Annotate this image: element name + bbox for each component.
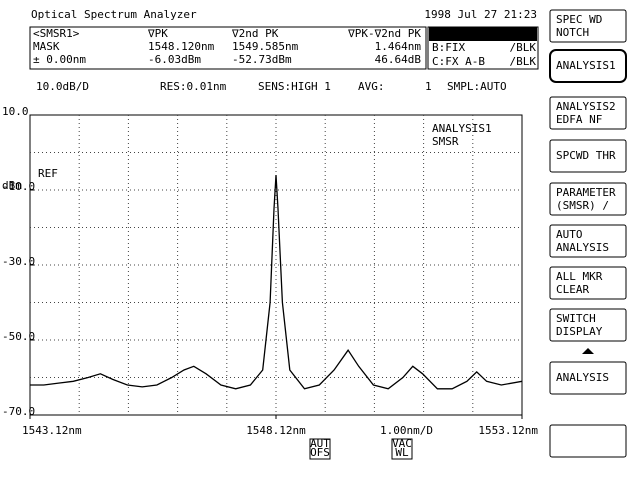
softkey-label: ANALYSIS — [556, 241, 609, 254]
scroll-arrow — [582, 348, 594, 354]
softkey[interactable] — [549, 424, 627, 458]
y-tick-label: -30.0 — [2, 255, 35, 268]
softkey-label: ANALYSIS1 — [556, 59, 616, 72]
trace-label: A:FIX — [432, 27, 465, 40]
softkey-label: PARAMETER — [556, 186, 616, 199]
trace-highlight — [429, 27, 537, 41]
softkey[interactable] — [549, 182, 627, 216]
marker-table-cell: -6.03dBm — [148, 53, 201, 66]
softkey-label: NOTCH — [556, 26, 589, 39]
softkey[interactable] — [549, 96, 627, 130]
softkey-label: DISPLAY — [556, 325, 603, 338]
softkey[interactable] — [549, 9, 627, 43]
softkey-label: ANALYSIS — [556, 371, 609, 384]
marker-table-cell: ± 0.00nm — [33, 53, 86, 66]
softkey-label: SPCWD THR — [556, 149, 616, 162]
y-tick-label: -10.0 — [2, 180, 35, 193]
marker-table-cell: ∇PK-∇2nd PK — [347, 27, 421, 40]
y-tick-label: -50.0 — [2, 330, 35, 343]
softkey-label: CLEAR — [556, 283, 589, 296]
softkey-label: SWITCH — [556, 312, 596, 325]
softkey[interactable] — [549, 224, 627, 258]
y-tick-label: 10.0 — [2, 105, 29, 118]
status-text: SENS:HIGH 1 — [258, 80, 331, 93]
marker-table-cell: ∇PK — [147, 27, 168, 40]
y-tick-label: -70.0 — [2, 405, 35, 418]
unit-label: dBm — [2, 179, 22, 192]
marker-table-cell: -52.73dBm — [232, 53, 292, 66]
status-text: AVG: — [358, 80, 385, 93]
softkey-label: SPEC WD — [556, 13, 602, 26]
status-text: 1 — [425, 80, 432, 93]
softkey[interactable] — [549, 49, 627, 83]
status-text: SMPL:AUTO — [447, 80, 507, 93]
trace-mode: /DSP — [510, 27, 537, 40]
indicator-text: WL — [395, 446, 409, 459]
x-tick-label: 1553.12nm — [478, 424, 538, 437]
softkey-label: (SMSR) / — [556, 199, 609, 212]
status-text: 10.0dB/D — [36, 80, 89, 93]
spectrum-trace — [30, 175, 523, 390]
plot-annotation: ANALYSIS1 — [432, 122, 492, 135]
trace-mode: /BLK — [510, 41, 537, 54]
marker-table-frame — [29, 26, 427, 70]
indicator-box — [309, 438, 331, 460]
softkey-label: ANALYSIS2 — [556, 100, 616, 113]
trace-label: B:FIX — [432, 41, 465, 54]
softkey-label: EDFA NF — [556, 113, 602, 126]
indicator-text: AUT — [310, 437, 330, 450]
status-text: RES:0.01nm — [160, 80, 227, 93]
softkey[interactable] — [549, 361, 627, 395]
marker-table-cell: 46.64dB — [375, 53, 422, 66]
softkey[interactable] — [549, 139, 627, 173]
marker-table-cell: 1548.120nm — [148, 40, 215, 53]
screen-title: Optical Spectrum Analyzer — [31, 8, 197, 21]
marker-table-cell: 1.464nm — [375, 40, 422, 53]
trace-mode: /BLK — [510, 55, 537, 68]
x-tick-label: 1543.12nm — [22, 424, 82, 437]
marker-table-cell: MASK — [33, 40, 60, 53]
span-label: 1.00nm/D — [380, 424, 433, 437]
indicator-text: OFS — [310, 446, 330, 459]
indicator-box — [391, 438, 413, 460]
plot-annotation: SMSR — [432, 135, 459, 148]
softkey-label: ALL MKR — [556, 270, 603, 283]
softkey-label: AUTO — [556, 228, 583, 241]
softkey[interactable] — [549, 266, 627, 300]
x-tick-label: 1548.12nm — [246, 424, 306, 437]
softkey[interactable] — [549, 308, 627, 342]
trace-label: C:FX A-B — [432, 55, 485, 68]
marker-table-cell: 1549.585nm — [232, 40, 299, 53]
indicator-text: VAC — [392, 437, 412, 450]
marker-table-cell: ∇2nd PK — [231, 27, 279, 40]
ref-label: REF — [38, 167, 58, 180]
marker-table-cell: <SMSR1> — [33, 27, 80, 40]
datetime: 1998 Jul 27 21:23 — [424, 8, 537, 21]
